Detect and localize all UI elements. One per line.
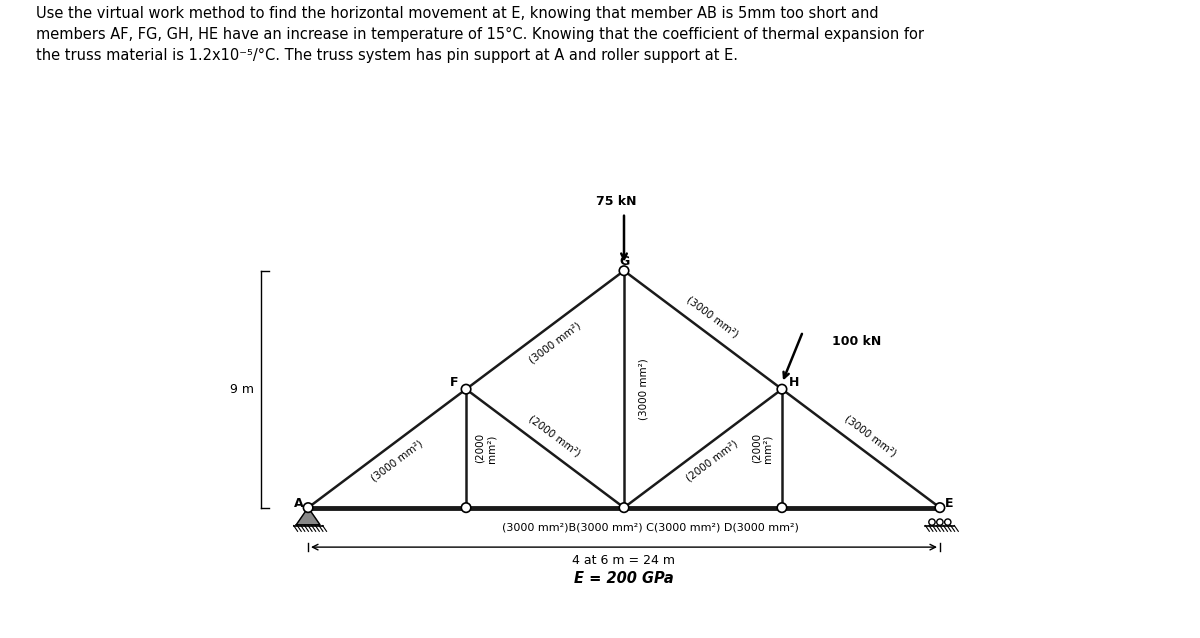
Text: G: G [619, 255, 629, 268]
Text: Use the virtual work method to find the horizontal movement at E, knowing that m: Use the virtual work method to find the … [36, 6, 924, 63]
Text: E = 200 GPa: E = 200 GPa [574, 571, 674, 586]
Text: E: E [944, 497, 953, 510]
Circle shape [778, 503, 787, 512]
Polygon shape [296, 508, 320, 524]
Text: (3000 mm²): (3000 mm²) [842, 413, 898, 458]
Text: (3000 mm²): (3000 mm²) [527, 320, 582, 365]
Text: 100 kN: 100 kN [832, 336, 881, 348]
Text: (3000 mm²)B(3000 mm²) C(3000 mm²) D(3000 mm²): (3000 mm²)B(3000 mm²) C(3000 mm²) D(3000… [502, 522, 799, 532]
Text: F: F [450, 376, 458, 389]
Circle shape [461, 385, 470, 394]
Text: H: H [788, 376, 799, 389]
Text: 9 m: 9 m [230, 383, 254, 396]
Circle shape [935, 503, 944, 512]
Circle shape [929, 519, 935, 525]
Text: (2000
mm²): (2000 mm²) [475, 433, 497, 463]
Text: A: A [294, 497, 304, 510]
Text: (2000 mm²): (2000 mm²) [685, 438, 740, 484]
Circle shape [778, 385, 787, 394]
Circle shape [304, 503, 313, 512]
Text: (2000 mm²): (2000 mm²) [527, 413, 582, 458]
Text: 4 at 6 m = 24 m: 4 at 6 m = 24 m [572, 554, 676, 567]
Text: (3000 mm²): (3000 mm²) [685, 295, 740, 340]
Text: 75 kN: 75 kN [596, 195, 636, 207]
Circle shape [944, 519, 950, 525]
Circle shape [937, 519, 943, 525]
Circle shape [461, 503, 470, 512]
Text: (3000 mm²): (3000 mm²) [368, 438, 425, 484]
Circle shape [619, 266, 629, 276]
Text: (2000
mm²): (2000 mm²) [751, 433, 773, 463]
Text: (3000 mm²): (3000 mm²) [638, 359, 649, 420]
Circle shape [619, 503, 629, 512]
